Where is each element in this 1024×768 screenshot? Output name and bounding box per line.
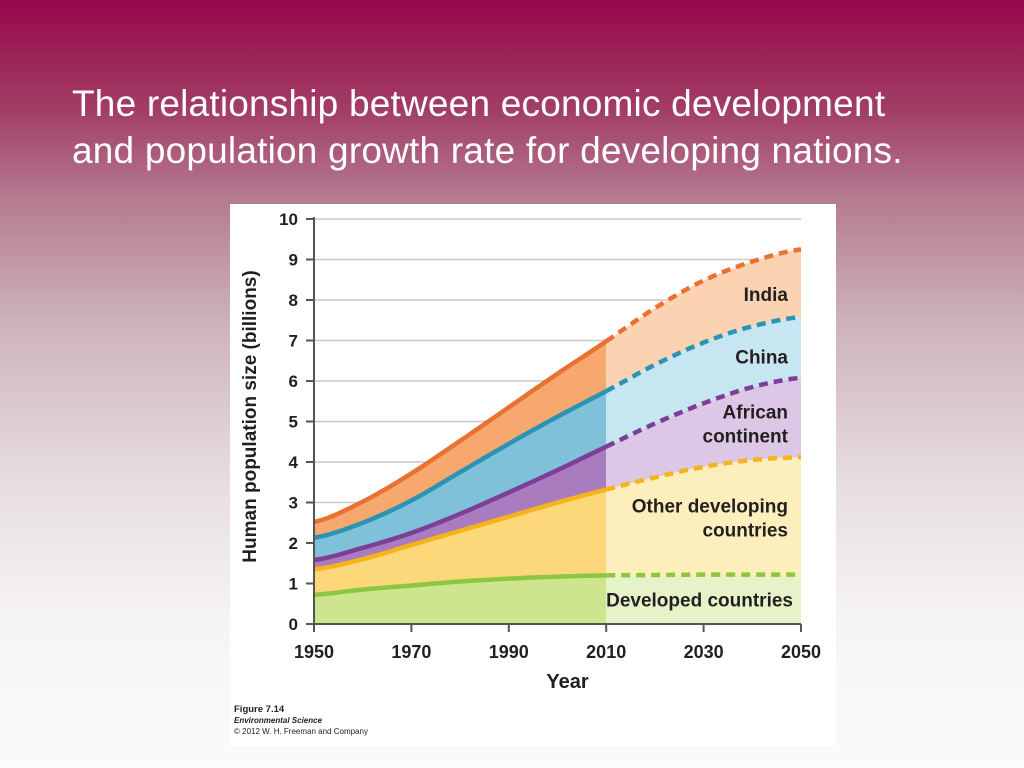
- y-tick-label: 0: [289, 615, 298, 634]
- figure-copyright: © 2012 W. H. Freeman and Company: [234, 727, 368, 736]
- area-projection-other-developing-countries: [606, 457, 801, 576]
- y-tick-label: 7: [289, 332, 298, 351]
- y-tick-label: 1: [289, 575, 298, 594]
- y-tick-label: 10: [279, 210, 298, 229]
- series-label-african-continent: African: [723, 403, 788, 424]
- series-line-china: [313, 389, 608, 540]
- x-tick-label: 2030: [684, 642, 724, 662]
- x-axis-title: Year: [546, 671, 588, 693]
- series-label-other-developing-countries: Other developing: [632, 496, 788, 517]
- y-tick-label: 9: [289, 251, 298, 270]
- series-line-african-continent: [313, 444, 608, 563]
- x-tick-label: 1970: [391, 642, 431, 662]
- series-label-developed-countries: Developed countries: [606, 590, 793, 611]
- y-tick-label: 3: [289, 494, 298, 513]
- figure-caption: Figure 7.14 Environmental Science © 2012…: [234, 704, 368, 737]
- y-tick-label: 4: [289, 453, 299, 472]
- area-projection-african-continent: [606, 377, 801, 490]
- series-projection-line-other-developing-countries: [605, 454, 802, 492]
- area-history-other-developing-countries: [314, 489, 607, 595]
- y-tick-label: 5: [289, 413, 298, 432]
- series-line-india: [313, 339, 608, 525]
- area-projection-developed-countries: [606, 574, 801, 624]
- slide-title-line-1: The relationship between economic develo…: [72, 83, 886, 124]
- y-tick-label: 6: [289, 372, 298, 391]
- area-projection-india: [606, 249, 801, 392]
- area-history-african-continent: [314, 446, 607, 570]
- series-label-other-developing-countries: countries: [702, 520, 788, 541]
- series-projection-line-india: [604, 247, 802, 344]
- series-label-china: China: [735, 348, 788, 369]
- y-axis-title: Human population size (billions): [240, 270, 261, 562]
- figure-book-title: Environmental Science: [234, 716, 323, 725]
- series-line-other-developing-countries: [313, 487, 607, 572]
- x-tick-label: 1990: [489, 642, 529, 662]
- area-history-china: [314, 391, 607, 560]
- series-label-india: India: [744, 285, 789, 306]
- y-tick-label: 2: [289, 534, 298, 553]
- series-projection-line-african-continent: [605, 375, 802, 449]
- slide-title-line-2: and population growth rate for developin…: [72, 130, 903, 171]
- area-projection-china: [606, 317, 801, 447]
- x-tick-label: 2010: [586, 642, 626, 662]
- series-line-developed-countries: [313, 573, 607, 598]
- series-projection-line-developed-countries: [606, 572, 801, 578]
- series-projection-line-china: [605, 314, 802, 394]
- x-tick-label: 1950: [294, 642, 334, 662]
- figure-number: Figure 7.14: [234, 704, 285, 715]
- population-chart: 0 1 2 3 4 5 6 7 8 9 10 1950 1970 1990 2010 2030 2050 Year…: [240, 210, 821, 693]
- x-tick-label: 2050: [781, 642, 821, 662]
- y-tick-label: 8: [289, 291, 298, 310]
- slide-title: The relationship between economic develo…: [72, 80, 1002, 174]
- figure-panel: 0 1 2 3 4 5 6 7 8 9 10 1950 1970 1990 2010 2030 2050 Year…: [230, 204, 836, 746]
- series-label-african-continent: continent: [703, 427, 789, 448]
